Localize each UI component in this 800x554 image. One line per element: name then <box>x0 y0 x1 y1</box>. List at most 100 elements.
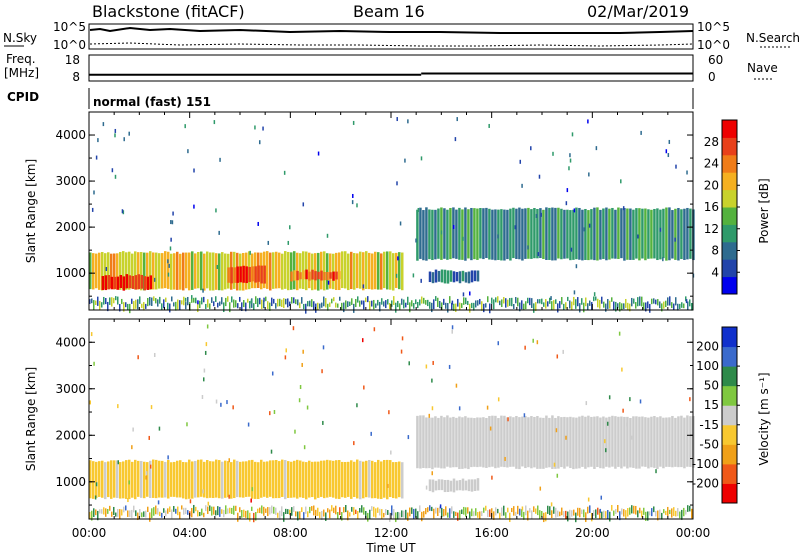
ground-scatter <box>249 512 251 522</box>
data-region-4 <box>614 209 617 259</box>
data-region-4 <box>479 208 482 259</box>
speckle-point <box>149 464 152 469</box>
ground-scatter <box>205 505 207 512</box>
data-region-2 <box>437 479 441 491</box>
speckle-point <box>289 225 291 230</box>
ground-scatter <box>449 508 451 518</box>
data-region-1 <box>563 416 566 469</box>
speckle-point <box>674 237 676 242</box>
noise-search-line <box>89 42 694 47</box>
ground-scatter <box>527 510 529 521</box>
ground-scatter <box>463 297 465 305</box>
data-region-0 <box>350 460 353 499</box>
ground-scatter <box>273 506 275 514</box>
data-region-1 <box>497 418 500 468</box>
ground-scatter <box>283 298 285 308</box>
ground-scatter <box>557 303 559 313</box>
data-region-0 <box>92 253 95 290</box>
data-region-0 <box>104 253 107 289</box>
data-region-3 <box>326 271 329 281</box>
ground-scatter <box>439 506 441 513</box>
ground-scatter <box>665 300 667 308</box>
ground-scatter <box>625 510 627 520</box>
ground-scatter <box>263 506 265 516</box>
ground-scatter <box>437 507 439 516</box>
speckle-point <box>689 397 691 402</box>
speckle-point <box>283 170 286 175</box>
data-region-0 <box>92 461 95 499</box>
ground-scatter <box>313 301 315 310</box>
ground-scatter <box>401 510 403 518</box>
data-region-4 <box>467 209 470 259</box>
ground-scatter <box>587 303 589 310</box>
speckle-point <box>606 421 609 426</box>
ground-scatter <box>569 300 571 309</box>
ground-scatter <box>557 510 559 517</box>
ground-scatter <box>619 511 621 521</box>
ground-scatter <box>375 508 377 518</box>
data-region-0 <box>332 460 335 498</box>
ground-scatter <box>583 302 585 313</box>
ground-scatter <box>311 506 313 511</box>
time-axis: 00:00 04:00 08:00 12:00 16:00 20:00 00:00 <box>72 526 711 540</box>
ground-scatter <box>677 508 679 517</box>
ground-scatter <box>575 299 577 309</box>
data-region-4 <box>566 209 569 259</box>
data-region-0 <box>362 461 365 499</box>
data-region-0 <box>161 460 164 498</box>
ground-scatter <box>601 511 603 519</box>
ground-scatter <box>611 297 613 302</box>
data-region-0 <box>377 252 380 290</box>
speckle-point <box>595 146 598 151</box>
data-region-4 <box>416 209 419 261</box>
ground-scatter <box>393 509 395 519</box>
speckle-point <box>170 220 172 225</box>
ground-scatter <box>641 296 643 307</box>
ground-scatter <box>555 507 557 518</box>
x-tick-label: 00:00 <box>72 526 107 540</box>
speckle-point <box>488 123 490 128</box>
ground-scatter <box>419 505 421 512</box>
data-region-4 <box>551 207 554 261</box>
speckle-point <box>193 204 195 209</box>
speckle-point <box>226 400 228 405</box>
data-region-4 <box>581 209 584 261</box>
ground-scatter <box>531 510 533 519</box>
data-region-1 <box>605 417 608 467</box>
ground-scatter <box>331 298 333 304</box>
data-region-0 <box>167 459 170 499</box>
speckle-point <box>565 435 567 440</box>
ground-scatter <box>169 303 171 313</box>
ground-scatter <box>677 303 679 311</box>
ground-scatter <box>197 510 199 517</box>
ground-scatter <box>463 506 465 515</box>
ground-scatter <box>565 302 567 309</box>
speckle-point <box>90 332 93 337</box>
ground-scatter <box>655 299 657 305</box>
ground-scatter <box>337 512 339 519</box>
speckle-point <box>514 225 517 230</box>
data-region-4 <box>458 207 461 260</box>
x-tick-label: 04:00 <box>172 526 207 540</box>
ground-scatter <box>553 300 555 310</box>
ground-scatter <box>471 508 473 517</box>
ground-scatter <box>247 510 249 519</box>
ground-scatter <box>165 510 167 517</box>
data-region-1 <box>509 416 512 467</box>
ground-scatter <box>101 302 103 308</box>
y-tick-label: 4000 <box>55 335 86 349</box>
speckle-point <box>401 336 404 341</box>
speckle-point <box>662 257 664 262</box>
data-region-1 <box>524 416 527 469</box>
data-region-0 <box>275 459 278 499</box>
ground-scatter <box>581 298 583 305</box>
speckle-point <box>420 156 423 161</box>
ground-scatter <box>655 511 657 517</box>
data-region-2 <box>260 265 263 284</box>
data-region-4 <box>635 208 638 259</box>
ground-scatter <box>545 512 547 522</box>
data-region-0 <box>320 251 323 290</box>
data-region-0 <box>95 253 98 289</box>
speckle-point <box>659 227 662 232</box>
ground-scatter <box>597 298 599 308</box>
